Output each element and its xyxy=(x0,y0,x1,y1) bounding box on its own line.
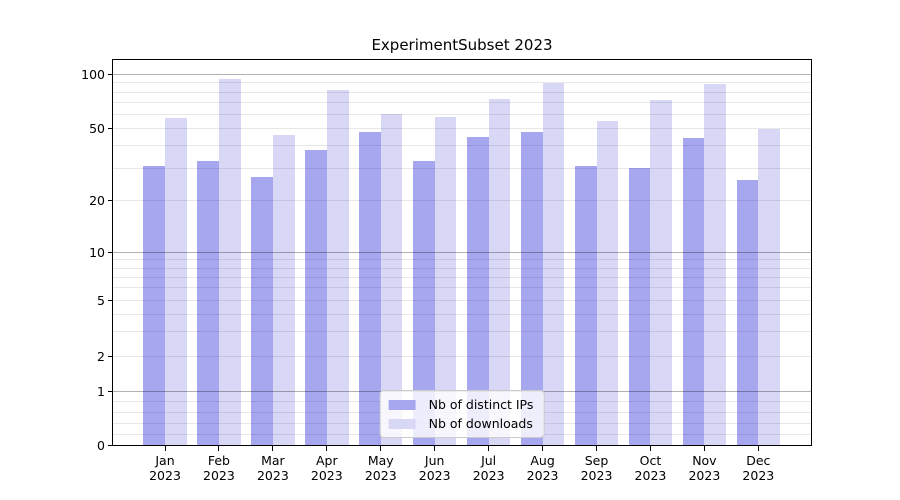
bar-distinct-ips-dec xyxy=(736,179,759,445)
x-tick-mark xyxy=(542,446,544,451)
x-tick-mark xyxy=(596,446,598,451)
bar-downloads-apr xyxy=(326,90,349,445)
x-tick-mark xyxy=(757,446,759,451)
y-gridline-minor xyxy=(113,267,811,269)
y-gridline-minor xyxy=(113,331,811,333)
legend-label-downloads: Nb of downloads xyxy=(428,416,533,431)
legend-swatch-distinct-ips xyxy=(388,399,416,410)
y-gridline-minor xyxy=(113,276,811,278)
x-tick-label-jul: Jul 2023 xyxy=(472,453,505,483)
x-tick-label-aug: Aug 2023 xyxy=(526,453,559,483)
y-tick-label: 20 xyxy=(89,192,105,208)
legend-label-distinct-ips: Nb of distinct IPs xyxy=(428,397,534,412)
y-gridline-minor xyxy=(113,128,811,129)
y-gridline-major xyxy=(113,252,811,254)
y-gridline-major xyxy=(113,74,811,76)
y-gridline-minor xyxy=(113,113,811,115)
legend: Nb of distinct IPs Nb of downloads xyxy=(379,390,545,438)
bars-layer xyxy=(113,60,811,445)
y-gridline-minor xyxy=(113,259,811,261)
legend-swatch-downloads xyxy=(388,418,416,429)
y-tick-label: 0 xyxy=(97,437,105,453)
bar-distinct-ips-feb xyxy=(197,160,219,445)
bar-distinct-ips-oct xyxy=(628,168,651,445)
y-tick-label: 50 xyxy=(89,121,105,136)
bar-downloads-jan xyxy=(165,118,187,445)
grid-layer xyxy=(113,60,811,445)
x-tick-label-mar: Mar 2023 xyxy=(256,453,289,483)
y-gridline-minor xyxy=(113,91,811,93)
x-tick-mark xyxy=(488,446,490,451)
bar-distinct-ips-jan xyxy=(143,165,165,445)
x-tick-mark xyxy=(326,446,328,451)
x-tick-label-feb: Feb 2023 xyxy=(203,453,235,483)
bar-downloads-sep xyxy=(596,121,619,445)
y-tick-label: 10 xyxy=(89,245,105,261)
y-tick-label: 1 xyxy=(97,383,105,399)
bar-distinct-ips-apr xyxy=(305,149,327,445)
y-gridline-minor xyxy=(113,356,811,357)
x-tick-label-apr: Apr 2023 xyxy=(310,453,343,483)
y-gridline-minor xyxy=(113,313,811,315)
y-gridline-minor xyxy=(113,145,811,147)
y-gridline-minor xyxy=(113,199,811,201)
x-tick-mark xyxy=(164,446,166,451)
bar-distinct-ips-may xyxy=(359,131,381,445)
y-gridline-minor xyxy=(113,101,811,103)
bar-downloads-aug xyxy=(542,82,565,445)
bar-distinct-ips-mar xyxy=(251,176,273,445)
legend-item-downloads: Nb of downloads xyxy=(388,416,534,431)
x-tick-label-may: May 2023 xyxy=(364,453,397,483)
bar-downloads-dec xyxy=(758,128,781,445)
x-tick-mark xyxy=(380,446,382,451)
x-tick-mark xyxy=(649,446,651,451)
y-tick-label: 5 xyxy=(97,293,105,308)
x-tick-label-jan: Jan 2023 xyxy=(149,453,181,483)
x-tick-label-dec: Dec 2023 xyxy=(742,453,775,483)
y-tick-label: 2 xyxy=(97,349,105,364)
x-tick-mark xyxy=(218,446,220,451)
y-gridline-minor xyxy=(113,287,811,289)
bar-distinct-ips-sep xyxy=(574,165,597,445)
plot-area: Nb of distinct IPs Nb of downloads xyxy=(112,59,812,446)
bar-distinct-ips-nov xyxy=(682,138,705,445)
x-tick-label-sep: Sep 2023 xyxy=(580,453,613,483)
chart-title: ExperimentSubset 2023 xyxy=(371,36,553,54)
bar-downloads-nov xyxy=(704,83,727,445)
x-tick-mark xyxy=(272,446,274,451)
bar-downloads-mar xyxy=(272,135,295,445)
y-gridline-minor xyxy=(113,300,811,301)
x-tick-mark xyxy=(703,446,705,451)
x-tick-mark xyxy=(434,446,436,451)
y-gridline-minor xyxy=(113,82,811,84)
bar-downloads-oct xyxy=(650,100,673,445)
x-tick-label-nov: Nov 2023 xyxy=(688,453,721,483)
bar-downloads-feb xyxy=(218,78,241,445)
x-tick-label-oct: Oct 2023 xyxy=(634,453,667,483)
legend-item-distinct-ips: Nb of distinct IPs xyxy=(388,397,534,412)
y-tick-label: 100 xyxy=(81,67,105,83)
y-gridline-minor xyxy=(113,167,811,169)
x-tick-label-jun: Jun 2023 xyxy=(418,453,451,483)
